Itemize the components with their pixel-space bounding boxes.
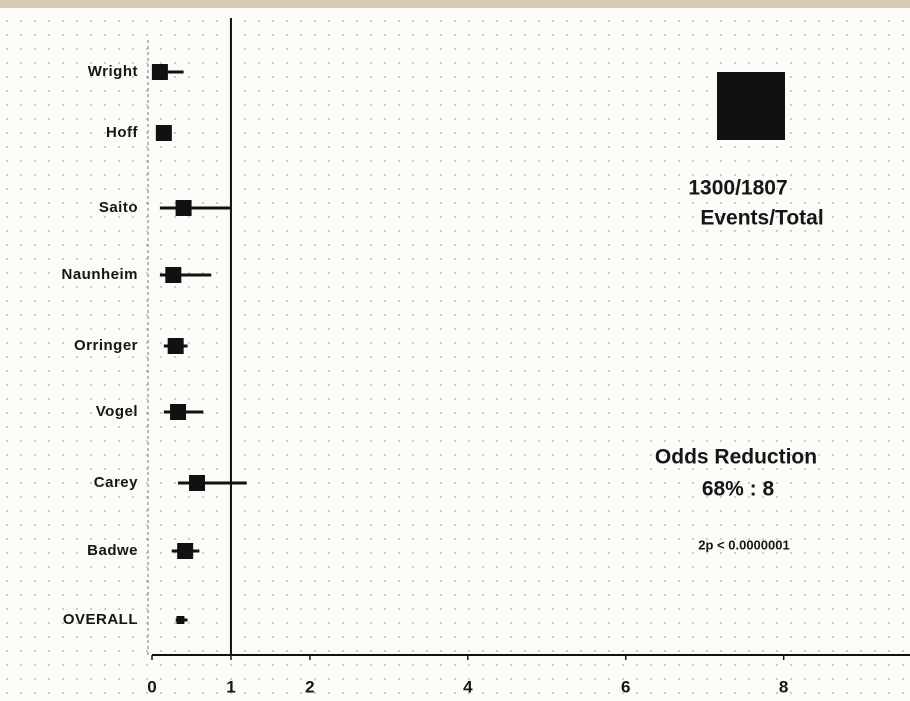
x-tick-label: 0 xyxy=(147,677,156,696)
top-strip xyxy=(0,0,910,8)
x-tick-label: 8 xyxy=(779,677,788,696)
point-estimate xyxy=(151,64,168,80)
point-estimate xyxy=(167,338,184,354)
annotation: 1300/1807 xyxy=(688,177,787,200)
row-label: Carey xyxy=(94,474,138,491)
row-label: Hoff xyxy=(106,124,138,141)
annotation: 2p < 0.0000001 xyxy=(698,537,789,552)
point-estimate xyxy=(170,404,187,420)
point-estimate xyxy=(165,267,182,283)
row-label: OVERALL xyxy=(63,611,138,628)
annotation: Odds Reduction xyxy=(655,446,817,469)
row-label: Saito xyxy=(99,199,138,216)
x-tick-label: 4 xyxy=(463,677,473,696)
point-estimate xyxy=(175,200,192,216)
row-label: Vogel xyxy=(96,403,138,420)
x-tick-label: 2 xyxy=(305,677,314,696)
row-label: Orringer xyxy=(74,337,138,354)
row-label: Wright xyxy=(88,63,138,80)
x-tick-label: 6 xyxy=(621,677,630,696)
row-label: Naunheim xyxy=(61,266,138,283)
annotation: Events/Total xyxy=(700,207,823,230)
point-estimate xyxy=(155,125,172,141)
point-estimate xyxy=(177,543,194,559)
row-label: Badwe xyxy=(87,542,138,559)
point-estimate xyxy=(189,475,206,491)
point-estimate xyxy=(176,616,185,624)
x-tick-label: 1 xyxy=(226,677,235,696)
annotation: 68% : 8 xyxy=(702,478,775,501)
legend-box xyxy=(717,72,785,140)
